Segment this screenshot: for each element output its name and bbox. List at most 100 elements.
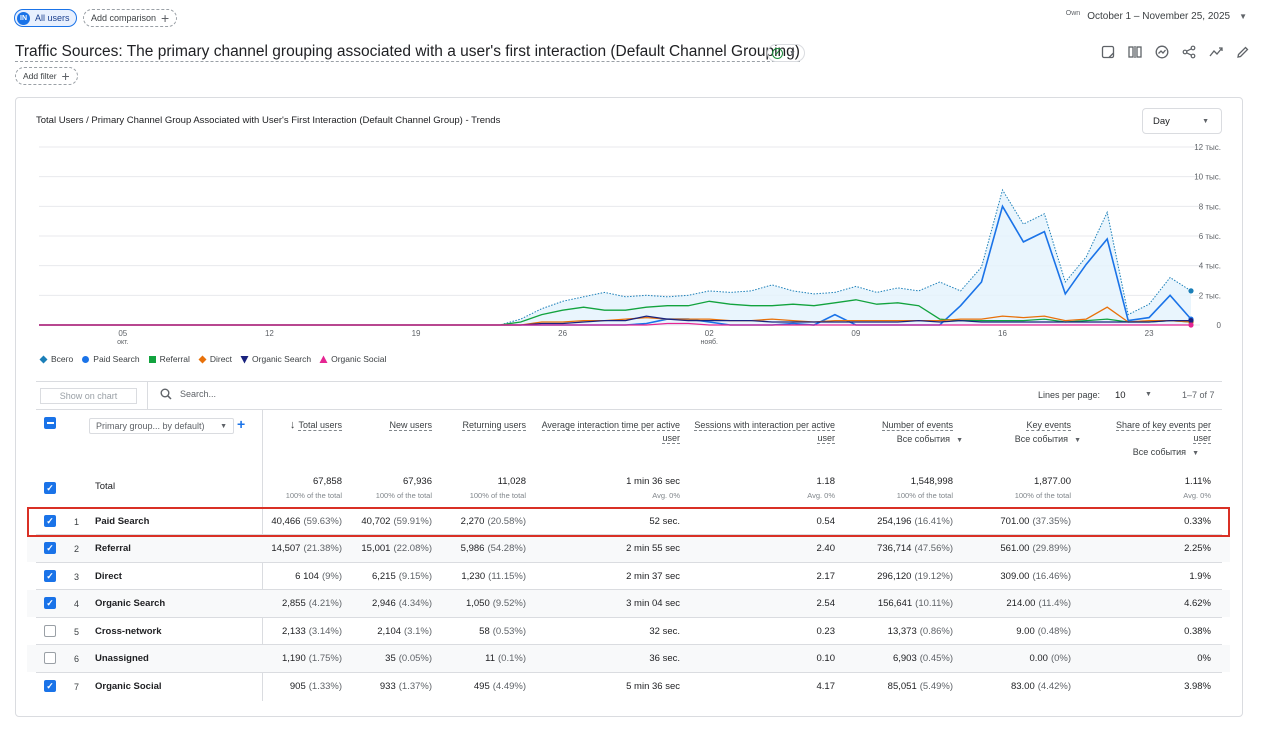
chevron-down-icon: ▼ (1239, 12, 1247, 21)
share-icon[interactable] (1180, 43, 1197, 60)
row-rank: 5 (74, 627, 80, 637)
metric-cell: 933 (1.37%) (380, 681, 432, 692)
column-header-6[interactable]: Key events (961, 419, 1071, 432)
metric-cell: 2,855 (4.21%) (282, 598, 342, 609)
metric-value: 85,051 (887, 681, 917, 692)
metric-value: 1,230 (461, 571, 486, 582)
column-header-7[interactable]: Share of key events per user (1101, 419, 1211, 445)
metric-value: 2,855 (281, 598, 306, 609)
metric-value: 156,641 (877, 598, 913, 609)
chart-legend: Всего Paid Search Referral Direct Organic Se… (39, 354, 386, 364)
metric-value: 9.00 (1016, 626, 1035, 637)
legend-item[interactable]: Referral (148, 354, 190, 364)
metric-cell: 40,702 (59.91%) (361, 516, 432, 527)
lines-per-page-select[interactable]: 10 (1115, 390, 1126, 401)
row-checkbox[interactable]: ✓ (44, 597, 56, 609)
table-row[interactable]: ✓ 7 Organic Social 905 (1.33%) 933 (1.37%) 495(… (27, 673, 1230, 700)
chevron-down-icon: ▼ (220, 422, 227, 430)
edit-comparison-icon[interactable] (1099, 43, 1116, 60)
add-dimension-button[interactable]: + (237, 416, 246, 432)
legend-item[interactable]: Organic Search (240, 354, 311, 364)
column-header-2[interactable]: Returning users (446, 419, 526, 432)
table-row[interactable]: ✓ 1 Paid Search 40,466 (59.63%) 40,702 (59.91%… (27, 508, 1230, 535)
metric-percent: (16.41%) (914, 516, 953, 527)
metric-value: 6,215 (371, 571, 396, 582)
column-filter-select[interactable]: Все события ▼ (1015, 434, 1081, 444)
table-row[interactable]: 5 Cross-network 2,133 (3.14%) 2,104 (3.1%) 58(… (27, 618, 1230, 645)
table-row[interactable]: 6 Unassigned 1,190 (1.75%) 35 (0.05%) 11 (0.1%)… (27, 645, 1230, 672)
metric-value: 254,196 (877, 516, 912, 527)
metric-value: 40,466 (271, 516, 301, 527)
date-range-picker[interactable]: Own October 1 – November 25, 2025 ▼ (1066, 10, 1247, 22)
table-search[interactable]: Search... (160, 388, 216, 400)
metric-value: 2 min 37 sec (626, 571, 680, 582)
insights-icon[interactable] (1153, 43, 1170, 60)
row-channel-name[interactable]: Referral (95, 543, 131, 554)
column-header-1[interactable]: New users (352, 419, 432, 432)
row-checkbox[interactable]: ✓ (44, 680, 56, 692)
metric-cell: 6,903 (0.45%) (893, 653, 953, 664)
row-checkbox[interactable]: ✓ (44, 542, 56, 554)
metric-cell: 561.00 (29.89%) (1000, 543, 1071, 554)
add-comparison-button[interactable]: Add comparison + (83, 9, 178, 27)
column-filter-select[interactable]: Все события ▼ (1133, 447, 1199, 457)
legend-label: Paid Search (93, 354, 140, 364)
column-header-4[interactable]: Sessions with interaction per active use… (685, 419, 835, 445)
row-channel-name[interactable]: Paid Search (95, 516, 150, 527)
report-status-chip[interactable]: ✓ ▼ (767, 44, 805, 62)
dimension-select-value: Primary group... by default) (96, 421, 205, 431)
legend-item[interactable]: Direct (198, 354, 232, 364)
dimension-select[interactable]: Primary group... by default) ▼ (89, 418, 234, 434)
row-channel-name[interactable]: Organic Search (95, 598, 166, 609)
segment-chip-all-users[interactable]: IN All users (14, 9, 77, 27)
row-channel-name[interactable]: Direct (95, 571, 122, 582)
column-filter-select[interactable]: Все события ▼ (897, 434, 963, 444)
metric-value: 933 (379, 681, 396, 692)
metric-value: 561.00 (1000, 543, 1030, 554)
row-channel-name[interactable]: Organic Social (95, 681, 162, 692)
metric-cell: 736,714 (47.56%) (877, 543, 953, 554)
metric-percent: (3.1%) (404, 626, 432, 637)
add-filter-button[interactable]: Add filter + (15, 67, 78, 85)
column-header-5[interactable]: Number of events (843, 419, 953, 432)
metric-cell: 2.25% (1184, 543, 1211, 554)
totals-checkbox[interactable]: ✓ (44, 482, 56, 494)
row-rank: 4 (74, 599, 80, 609)
column-header-3[interactable]: Average interaction time per active user (530, 419, 680, 445)
sort-arrow-down-icon: ↓ (289, 419, 299, 431)
select-all-checkbox[interactable] (44, 417, 56, 429)
metric-percent: (54.28%) (487, 543, 526, 554)
segment-avatar: IN (17, 11, 30, 25)
metric-value: 0.38% (1184, 626, 1211, 637)
row-checkbox[interactable] (44, 625, 56, 637)
table-row[interactable]: ✓ 3 Direct 6 104 (9%) 6,215 (9.15%) 1,230 (11.15… (27, 563, 1230, 590)
legend-item[interactable]: Всего (39, 354, 73, 364)
legend-item[interactable]: Paid Search (81, 354, 140, 364)
row-channel-name[interactable]: Cross-network (95, 626, 162, 637)
metric-value: 2,946 (371, 598, 396, 609)
table-row[interactable]: ✓ 2 Referral 14,507 (21.38%) 15,001 (22.08%) 5,… (27, 535, 1230, 562)
row-checkbox[interactable]: ✓ (44, 570, 56, 582)
metric-cell: 1.9% (1189, 571, 1211, 582)
row-checkbox[interactable] (44, 652, 56, 664)
search-input[interactable]: Search... (180, 389, 217, 399)
plus-icon: + (61, 68, 70, 84)
show-on-chart-button[interactable]: Show on chart (40, 388, 137, 404)
row-checkbox[interactable]: ✓ (44, 515, 56, 527)
legend-item[interactable]: Organic Social (319, 354, 386, 364)
metric-cell: 495 (4.49%) (474, 681, 526, 692)
compare-columns-icon[interactable] (1126, 43, 1143, 60)
pencil-icon[interactable] (1234, 43, 1251, 60)
granularity-select[interactable]: Day ▼ (1142, 108, 1222, 134)
metric-value: 3 min 04 sec (626, 598, 680, 609)
metric-cell: 2,270 (20.58%) (461, 516, 526, 527)
metric-cell: 2.17 (817, 571, 836, 582)
row-channel-name[interactable]: Unassigned (95, 653, 149, 664)
table-row[interactable]: ✓ 4 Organic Search 2,855 (4.21%) 2,946 (4.34%)… (27, 590, 1230, 617)
trending-icon[interactable] (1207, 43, 1224, 60)
series-line-organic-social (39, 322, 1191, 326)
metric-value: 1,050 (465, 598, 490, 609)
column-header-0[interactable]: ↓ Total users (262, 419, 342, 432)
y-tick-label: 0 (1217, 321, 1222, 330)
x-tick-label: 05 (118, 329, 127, 338)
